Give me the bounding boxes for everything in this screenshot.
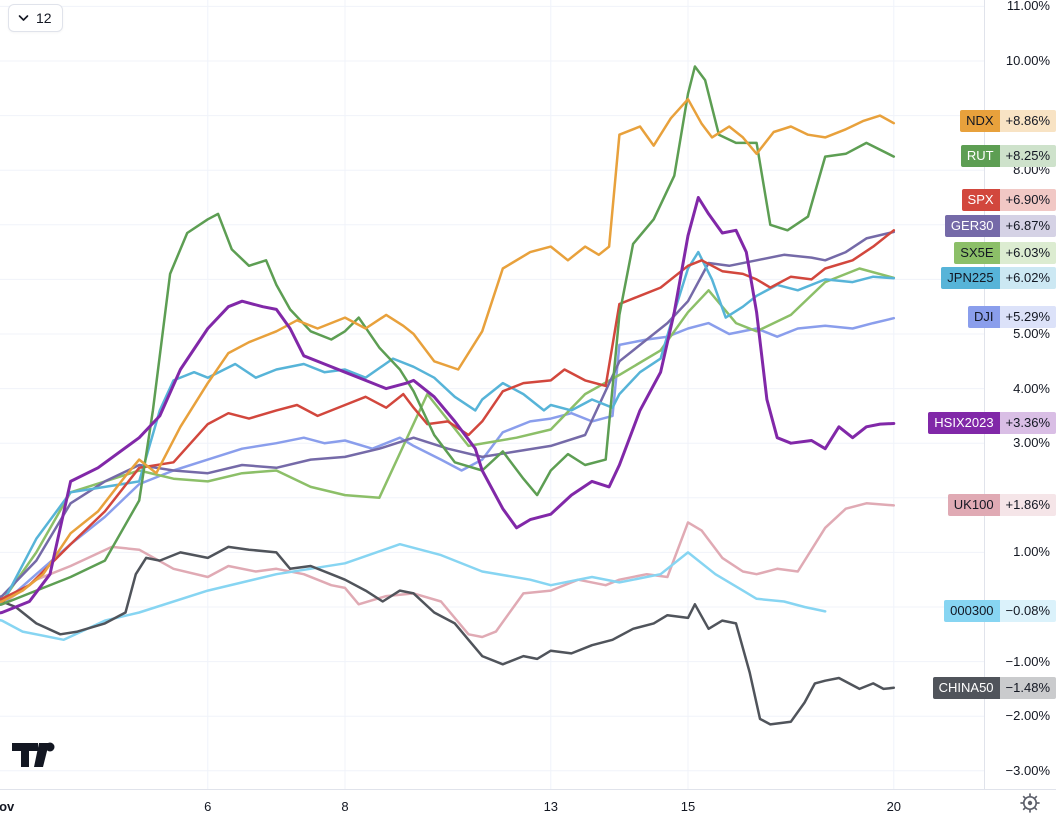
series-line-CHINA50[interactable]: [0, 545, 896, 726]
price-axis-label: 11.00%: [1006, 0, 1050, 14]
price-label-DJI[interactable]: DJI +5.29%: [968, 306, 1056, 328]
time-axis-label: Nov: [0, 799, 15, 814]
price-label-NDX[interactable]: NDX +8.86%: [960, 110, 1056, 132]
price-label-symbol: CHINA50: [932, 677, 1000, 699]
price-label-SX5E[interactable]: SX5E +6.03%: [954, 242, 1056, 264]
price-label-value: +6.87%: [999, 215, 1056, 237]
price-label-UK100[interactable]: UK100 +1.86%: [947, 494, 1056, 516]
series-line-UK100[interactable]: [0, 502, 896, 639]
time-axis-label: 6: [204, 799, 212, 814]
price-label-value: +1.86%: [999, 494, 1056, 516]
price-label-value: +5.29%: [999, 306, 1056, 328]
tradingview-logo[interactable]: [10, 736, 58, 777]
price-label-JPN225[interactable]: JPN225 +6.02%: [941, 267, 1056, 289]
series-line-DJI[interactable]: [0, 316, 896, 607]
series-line-SX5E[interactable]: [0, 267, 896, 605]
price-label-value: +6.90%: [999, 189, 1056, 211]
series-line-JPN225[interactable]: [0, 250, 896, 607]
price-label-HSIX2023[interactable]: HSIX2023 +3.36%: [928, 412, 1056, 434]
price-axis-label: 1.00%: [1013, 544, 1050, 560]
price-label-symbol: NDX: [960, 110, 1000, 132]
price-label-RUT[interactable]: RUT +8.25%: [960, 145, 1056, 167]
series-line-HSIX2023[interactable]: [0, 196, 896, 616]
price-label-symbol: 000300: [944, 600, 1000, 622]
price-label-symbol: UK100: [947, 494, 1000, 516]
series-line-NDX[interactable]: [0, 97, 896, 604]
price-label-value: +6.03%: [999, 242, 1056, 264]
price-label-symbol: DJI: [968, 306, 1000, 328]
chart-plot[interactable]: [0, 0, 1056, 790]
price-label-symbol: RUT: [960, 145, 1000, 167]
price-axis-label: 10.00%: [1005, 53, 1050, 68]
price-label-GER30[interactable]: GER30 +6.87%: [944, 215, 1056, 237]
price-label-value: +8.25%: [999, 145, 1056, 167]
price-axis-label: −2.00%: [1005, 708, 1050, 724]
series-line-SPX[interactable]: [0, 229, 896, 601]
price-label-value: +6.02%: [999, 267, 1056, 289]
time-axis-label: 20: [886, 799, 902, 814]
time-axis-label: 8: [341, 799, 349, 814]
price-axis-label: 3.00%: [1013, 435, 1050, 451]
price-label-value: +3.36%: [999, 412, 1056, 434]
time-axis-label: 15: [680, 799, 696, 814]
price-label-symbol: SPX: [961, 189, 1000, 211]
time-axis-label: 13: [543, 799, 559, 814]
time-axis[interactable]: Nov 6 8 13 15 20: [0, 789, 1056, 824]
price-label-000300[interactable]: 000300 −0.08%: [944, 600, 1056, 622]
chevron-down-icon: [18, 14, 29, 22]
price-label-symbol: JPN225: [941, 267, 1000, 289]
price-axis-label: −3.00%: [1005, 762, 1050, 778]
price-axis-label: −1.00%: [1005, 653, 1050, 669]
legend-collapse-count: 12: [36, 10, 52, 26]
price-label-symbol: SX5E: [954, 242, 1000, 264]
series-line-000300[interactable]: [0, 542, 827, 642]
price-axis-label: 4.00%: [1013, 380, 1050, 396]
legend-collapse-button[interactable]: 12: [8, 4, 63, 32]
scale-settings-gear-icon[interactable]: [1019, 792, 1041, 819]
price-label-value: −1.48%: [999, 677, 1056, 699]
price-label-symbol: HSIX2023: [928, 412, 1000, 434]
price-axis-label: 5.00%: [1013, 326, 1050, 341]
price-label-value: −0.08%: [999, 600, 1056, 622]
price-label-SPX[interactable]: SPX +6.90%: [961, 189, 1056, 211]
price-label-value: +8.86%: [999, 110, 1056, 132]
series-line-RUT[interactable]: [0, 65, 896, 608]
price-label-CHINA50[interactable]: CHINA50 −1.48%: [932, 677, 1056, 699]
price-label-symbol: GER30: [944, 215, 1000, 237]
series-line-GER30[interactable]: [0, 230, 896, 602]
